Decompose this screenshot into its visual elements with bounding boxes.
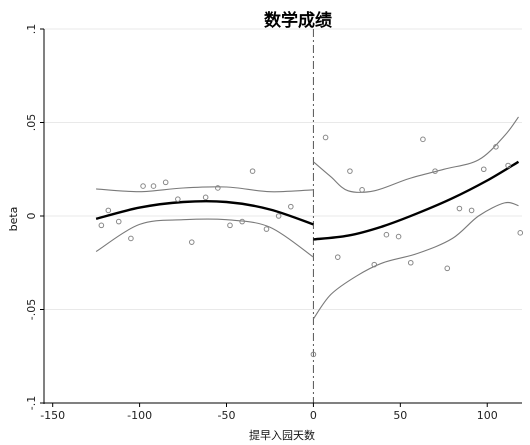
x-tick-label-2: -50 bbox=[218, 409, 236, 422]
fitted-curves bbox=[95, 160, 520, 241]
data-point-10 bbox=[215, 185, 221, 191]
x-tick-label-0: -150 bbox=[40, 409, 65, 422]
data-point-23 bbox=[383, 231, 390, 238]
tick-labels: -150 -100 -50 0 50 100 -.1 -.05 0 .05 .1 bbox=[25, 24, 498, 422]
data-point-5 bbox=[150, 183, 157, 189]
data-point-28 bbox=[444, 265, 451, 272]
y-axis-title: beta bbox=[7, 207, 20, 232]
y-tick-label-3: .05 bbox=[25, 114, 38, 132]
data-point-13 bbox=[249, 168, 256, 174]
x-tick-label-3: 0 bbox=[310, 409, 317, 422]
chart-title: 数学成绩 bbox=[264, 10, 332, 31]
data-point-21 bbox=[359, 187, 365, 193]
ci-lower-left bbox=[95, 218, 314, 258]
data-point-8 bbox=[188, 239, 195, 245]
data-point-18 bbox=[322, 134, 329, 141]
data-point-25 bbox=[407, 259, 414, 266]
data-point-24 bbox=[395, 233, 402, 240]
axes bbox=[40, 28, 522, 407]
data-point-2 bbox=[115, 218, 122, 225]
y-tick-label-2: 0 bbox=[25, 213, 38, 220]
data-point-3 bbox=[128, 235, 134, 242]
x-axis-title: 提早入园天数 bbox=[249, 429, 315, 442]
ci-lower-right bbox=[312, 201, 519, 320]
data-point-34 bbox=[517, 230, 524, 236]
x-tick-label-5: 100 bbox=[477, 409, 498, 422]
data-point-0 bbox=[98, 222, 105, 229]
data-point-6 bbox=[162, 179, 169, 186]
data-point-16 bbox=[288, 203, 294, 210]
scatter-points bbox=[98, 134, 524, 358]
data-point-12 bbox=[239, 218, 245, 225]
data-point-20 bbox=[347, 168, 353, 174]
data-point-26 bbox=[420, 136, 426, 143]
data-point-11 bbox=[227, 222, 233, 229]
y-tick-label-4: .1 bbox=[25, 24, 38, 35]
data-point-9 bbox=[202, 194, 209, 201]
data-point-17 bbox=[310, 351, 317, 358]
data-point-31 bbox=[480, 166, 487, 173]
y-tick-label-1: -.05 bbox=[25, 299, 38, 320]
y-tick-label-0: -.1 bbox=[25, 396, 38, 410]
x-tick-label-4: 50 bbox=[393, 409, 407, 422]
data-point-7 bbox=[175, 196, 181, 202]
fit-right bbox=[313, 160, 520, 241]
data-point-14 bbox=[263, 226, 270, 232]
ci-upper-right bbox=[313, 116, 519, 193]
data-point-22 bbox=[371, 261, 378, 268]
x-tick-label-1: -100 bbox=[127, 409, 152, 422]
fit-left bbox=[95, 199, 314, 226]
ci-upper-left bbox=[96, 186, 314, 193]
data-point-4 bbox=[140, 183, 146, 189]
confidence-bands bbox=[95, 116, 519, 320]
data-point-29 bbox=[456, 205, 463, 212]
data-point-19 bbox=[334, 254, 341, 260]
data-point-32 bbox=[493, 144, 499, 150]
data-point-1 bbox=[105, 207, 112, 214]
data-point-30 bbox=[468, 207, 475, 214]
data-point-15 bbox=[275, 213, 282, 219]
gridlines bbox=[44, 28, 522, 404]
data-point-33 bbox=[505, 162, 511, 169]
data-point-27 bbox=[432, 168, 438, 174]
